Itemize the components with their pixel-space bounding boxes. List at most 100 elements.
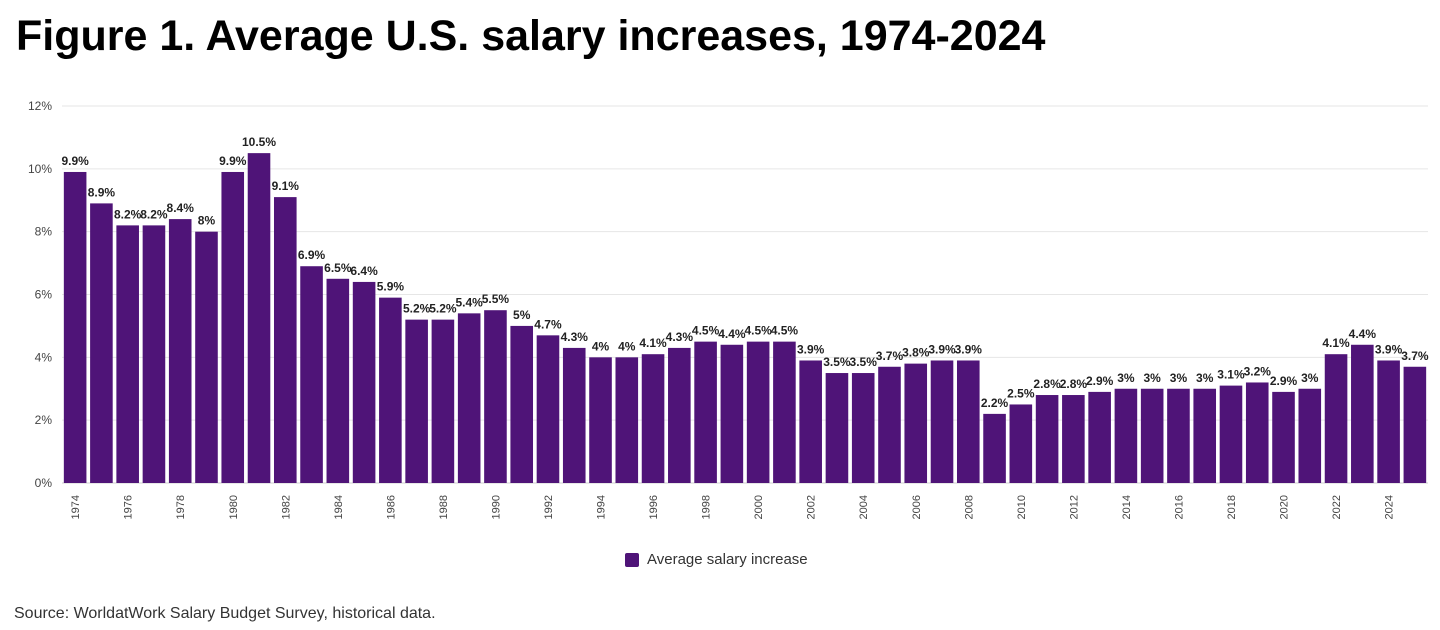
bar-1982 xyxy=(273,197,297,484)
x-tick-label: 1992 xyxy=(543,495,555,519)
data-label-2022: 4.1% xyxy=(1322,336,1350,350)
x-tick-label: 1974 xyxy=(70,495,82,519)
x-tick-label: 2006 xyxy=(911,495,923,519)
x-tick-label: 1980 xyxy=(228,495,240,519)
bar-2017 xyxy=(1193,388,1217,483)
bar-1980 xyxy=(221,171,245,483)
bar-2009 xyxy=(983,413,1006,483)
bar-1999 xyxy=(720,344,744,483)
bar-1994 xyxy=(589,357,612,483)
bar-1995 xyxy=(615,357,639,483)
data-label-2004: 3.5% xyxy=(850,355,878,369)
bar-1987 xyxy=(405,319,428,483)
data-label-1986: 5.9% xyxy=(377,280,405,294)
data-label-1982: 9.1% xyxy=(272,179,300,193)
x-tick-label: 2000 xyxy=(753,495,765,519)
data-label-2015: 3% xyxy=(1143,371,1161,385)
data-label-1983: 6.9% xyxy=(298,248,326,262)
data-label-2023: 4.4% xyxy=(1349,327,1377,341)
bar-1990 xyxy=(484,310,507,483)
x-tick-label: 2024 xyxy=(1384,495,1396,519)
bar-2003 xyxy=(825,373,849,483)
data-label-2001: 4.5% xyxy=(771,324,799,338)
bar-2007 xyxy=(930,360,954,483)
y-tick-label: 6% xyxy=(35,288,53,302)
y-tick-label: 2% xyxy=(35,413,53,427)
data-label-2005: 3.7% xyxy=(876,349,904,363)
x-tick-label: 2018 xyxy=(1226,495,1238,519)
x-tick-label: 2014 xyxy=(1121,495,1133,519)
data-label-2008: 3.9% xyxy=(955,342,983,356)
bar-2020 xyxy=(1272,391,1295,483)
bar-2022 xyxy=(1324,354,1348,483)
x-tick-label: 2008 xyxy=(963,495,975,519)
bar-1979 xyxy=(195,231,218,483)
x-tick-label: 1986 xyxy=(385,495,397,519)
bar-2004 xyxy=(851,373,875,483)
bar-2013 xyxy=(1088,391,1111,483)
data-label-1978: 8.4% xyxy=(167,201,195,215)
x-axis-ticks: 1974 1976 1978 1980 1982 1984 1986 1988 1990 1992… xyxy=(70,495,1395,519)
data-label-1980: 9.9% xyxy=(219,154,247,168)
bar-1984 xyxy=(326,278,350,483)
y-tick-label: 12% xyxy=(28,99,52,113)
bar-2023 xyxy=(1351,344,1374,483)
bar-1978 xyxy=(168,219,192,483)
data-label-2006: 3.8% xyxy=(902,346,930,360)
data-label-2007: 3.9% xyxy=(928,342,956,356)
data-label-1995: 4% xyxy=(618,339,636,353)
x-tick-label: 2016 xyxy=(1173,495,1185,519)
bar-1975 xyxy=(90,203,113,483)
data-label-1976: 8.2% xyxy=(114,207,142,221)
bar-1991 xyxy=(510,325,534,483)
x-tick-label: 1978 xyxy=(175,495,187,519)
data-label-2019: 3.2% xyxy=(1244,364,1272,378)
data-label-2018: 3.1% xyxy=(1217,368,1245,382)
bar-2018 xyxy=(1219,385,1243,483)
bar-1996 xyxy=(641,354,665,483)
x-tick-label: 1994 xyxy=(596,495,608,519)
y-tick-label: 0% xyxy=(35,476,53,490)
bar-1998 xyxy=(694,341,717,484)
data-label-2002: 3.9% xyxy=(797,342,825,356)
data-label-1985: 6.4% xyxy=(350,264,378,278)
data-label-2014: 3% xyxy=(1117,371,1135,385)
bar-2010 xyxy=(1009,404,1033,483)
bar-2001 xyxy=(773,341,796,484)
bar-2015 xyxy=(1140,388,1164,483)
data-label-2003: 3.5% xyxy=(823,355,851,369)
x-tick-label: 2012 xyxy=(1068,495,1080,519)
x-tick-label: 1976 xyxy=(123,495,135,519)
bar-2019 xyxy=(1245,382,1269,483)
data-label-1988: 5.2% xyxy=(429,302,457,316)
data-label-2013: 2.9% xyxy=(1086,374,1114,388)
x-tick-label: 1988 xyxy=(438,495,450,519)
bar-1985 xyxy=(352,281,376,483)
bar-2024 xyxy=(1377,360,1400,483)
data-label-1984: 6.5% xyxy=(324,261,352,275)
data-label-1981: 10.5% xyxy=(242,135,276,149)
y-axis-ticks: 0% 2% 4% 6% 8% 10% 12% xyxy=(28,99,52,490)
data-label-2010: 2.5% xyxy=(1007,386,1035,400)
bar-2011 xyxy=(1035,395,1059,483)
bar-2000 xyxy=(746,341,770,484)
data-label-2020: 2.9% xyxy=(1270,374,1298,388)
bar-1992 xyxy=(536,335,560,483)
x-tick-label: 2020 xyxy=(1279,495,1291,519)
data-label-2017: 3% xyxy=(1196,371,1214,385)
bar-1986 xyxy=(379,297,402,483)
bar-2012 xyxy=(1062,395,1085,483)
data-label-1998: 4.5% xyxy=(692,324,720,338)
data-label-1989: 5.4% xyxy=(455,295,483,309)
bar-2021 xyxy=(1298,388,1322,483)
x-tick-label: 2022 xyxy=(1331,495,1343,519)
data-label-2024: 3.9% xyxy=(1375,342,1403,356)
x-tick-label: 2010 xyxy=(1016,495,1028,519)
data-label-1993: 4.3% xyxy=(561,330,589,344)
data-label-1991: 5% xyxy=(513,308,531,322)
data-label-2011: 2.8% xyxy=(1033,377,1061,391)
data-label-2021: 3% xyxy=(1301,371,1319,385)
data-label-1997: 4.3% xyxy=(666,330,694,344)
data-label-1979: 8% xyxy=(198,214,216,228)
y-tick-label: 8% xyxy=(35,225,53,239)
